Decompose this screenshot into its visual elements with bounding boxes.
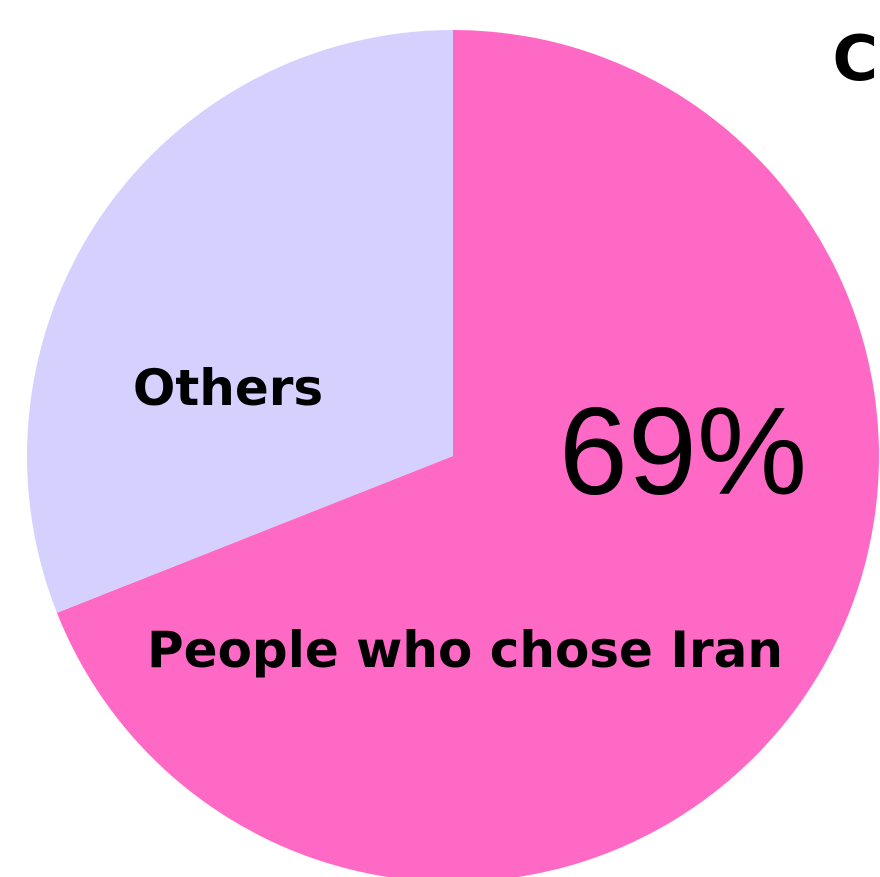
panel-letter: C [832, 22, 878, 95]
pie-slice-others [27, 30, 453, 613]
slice-label-others: Others [133, 359, 323, 417]
pie-slice-iran [56, 30, 879, 877]
slice-label-iran: People who chose Iran [147, 621, 783, 679]
pie-slices [27, 30, 879, 877]
slice-value-label-iran: 69% [559, 383, 807, 521]
